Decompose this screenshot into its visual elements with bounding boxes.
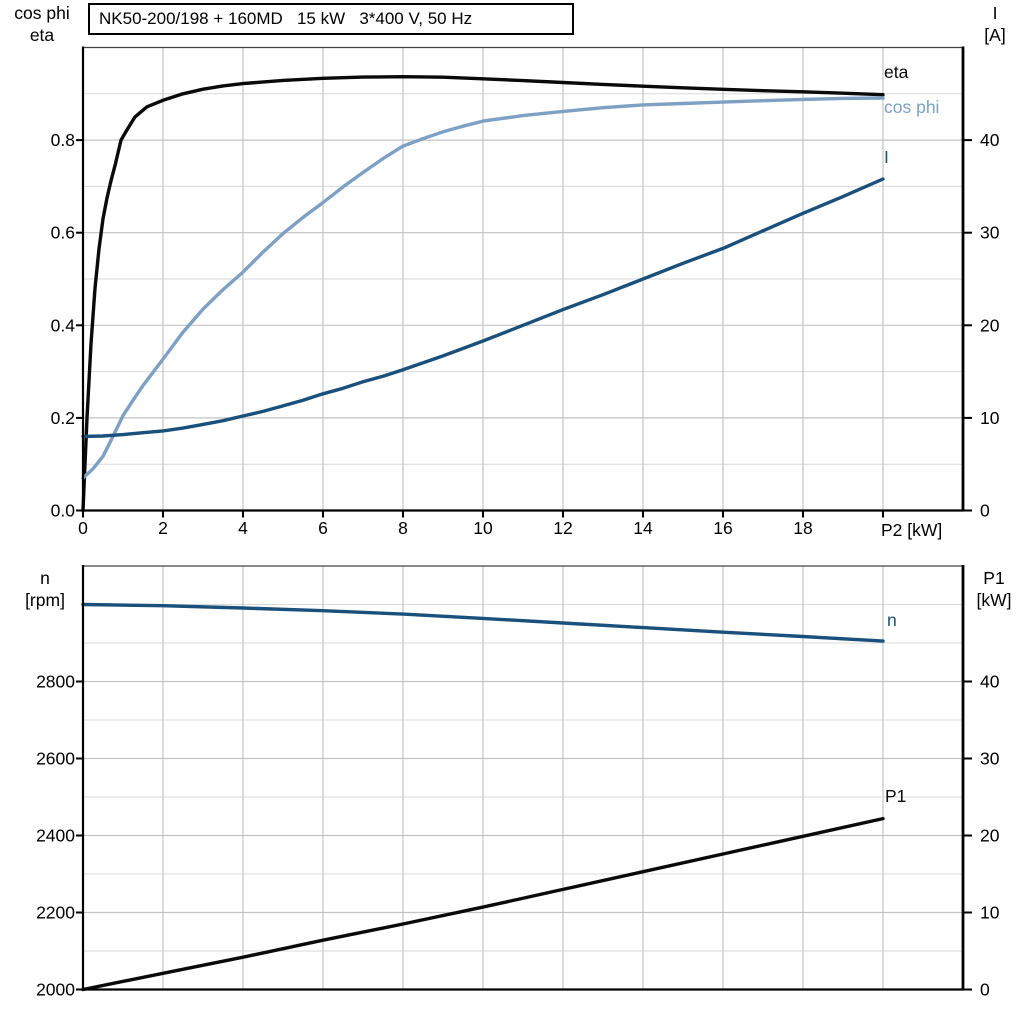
svg-text:16: 16 [713, 518, 732, 538]
curve-label-current: I [884, 147, 889, 167]
svg-text:10: 10 [980, 408, 1000, 428]
power-axis-title-line2: [kW] [976, 590, 1012, 610]
svg-text:0.6: 0.6 [51, 223, 75, 243]
bottom-right-axis-title: P1 [kW] [966, 567, 1022, 611]
svg-text:0.8: 0.8 [51, 130, 75, 150]
svg-text:2800: 2800 [36, 672, 75, 692]
svg-text:14: 14 [633, 518, 653, 538]
curve-label-cos-phi: cos phi [884, 97, 940, 117]
top-right-axis-title: I [A] [970, 2, 1020, 46]
svg-text:0.4: 0.4 [51, 315, 76, 335]
curve-label-p1: P1 [885, 786, 907, 806]
svg-text:40: 40 [980, 672, 1000, 692]
speed-axis-title-line1: n [40, 568, 50, 588]
svg-text:2600: 2600 [36, 749, 75, 769]
right-axis-title-line2: [A] [984, 25, 1006, 45]
svg-text:2200: 2200 [36, 903, 75, 923]
svg-text:8: 8 [398, 518, 408, 538]
left-axis-title-line2: eta [29, 25, 55, 45]
chart-title-box: NK50-200/198 + 160MD 15 kW 3*400 V, 50 H… [88, 3, 574, 35]
curve-label-eta: eta [884, 62, 909, 82]
svg-text:0: 0 [78, 518, 88, 538]
speed-axis-title-line2: [rpm] [25, 590, 65, 610]
svg-text:0.0: 0.0 [51, 501, 76, 521]
svg-text:10: 10 [473, 518, 493, 538]
svg-text:2000: 2000 [36, 980, 75, 1000]
bottom-chart-plot-area: 2000 2200 2400 2600 2800 0 10 20 30 40 [36, 565, 1000, 1000]
curve-label-speed: n [887, 610, 897, 630]
svg-text:40: 40 [980, 130, 1000, 150]
svg-text:4: 4 [238, 518, 248, 538]
svg-text:12: 12 [553, 518, 572, 538]
svg-text:30: 30 [980, 223, 1000, 243]
power-axis-title-line1: P1 [983, 568, 1005, 588]
svg-text:0: 0 [980, 501, 990, 521]
svg-text:0: 0 [980, 980, 990, 1000]
top-left-axis-title: cos phi eta [2, 2, 82, 46]
svg-text:20: 20 [980, 315, 1000, 335]
right-axis-title-line1: I [992, 3, 998, 23]
svg-text:2400: 2400 [36, 826, 75, 846]
svg-text:2: 2 [158, 518, 168, 538]
svg-text:18: 18 [793, 518, 812, 538]
x-axis-label: P2 [kW] [881, 520, 943, 540]
left-axis-title-line1: cos phi [14, 3, 70, 23]
chart-title: NK50-200/198 + 160MD 15 kW 3*400 V, 50 H… [99, 9, 473, 28]
svg-text:20: 20 [980, 826, 1000, 846]
svg-text:0.2: 0.2 [51, 408, 75, 428]
top-chart-plot-area: 0.0 0.2 0.4 0.6 0.8 0 10 20 30 40 0 2 4 6 8 10 12 14 16 18 [51, 46, 1000, 538]
svg-text:6: 6 [318, 518, 328, 538]
bottom-left-axis-title: n [rpm] [8, 567, 82, 611]
svg-text:30: 30 [980, 749, 1000, 769]
svg-text:10: 10 [980, 903, 1000, 923]
